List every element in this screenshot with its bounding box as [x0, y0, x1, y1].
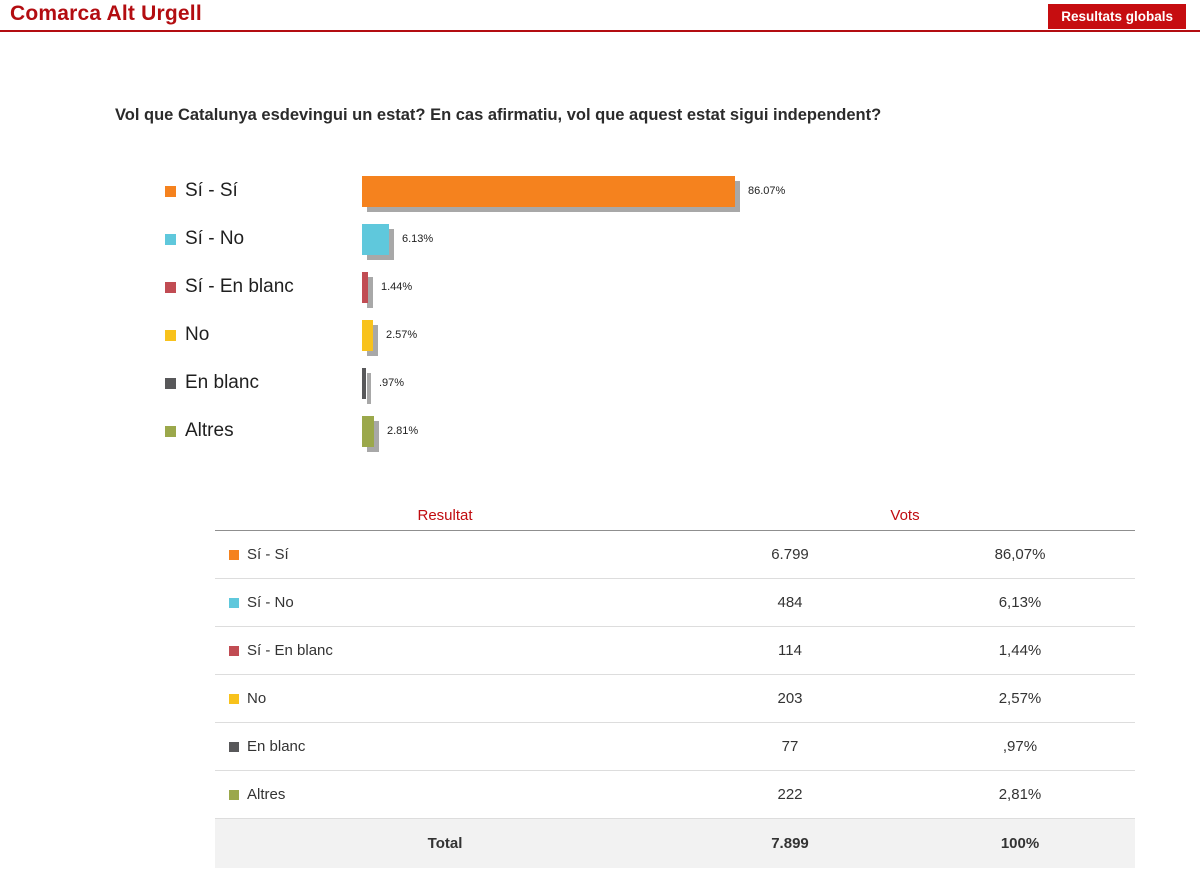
- total-votes-cell: 7.899: [771, 835, 809, 852]
- table-row: Sí - Sí 6.799 86,07%: [215, 531, 1135, 579]
- bar-value-label: 2.57%: [386, 329, 418, 341]
- results-table: Resultat Vots Sí - Sí 6.799 86,07% Sí - …: [215, 501, 1135, 868]
- legend-label: Altres: [185, 420, 234, 441]
- main-content: Vol que Catalunya esdevingui un estat? E…: [0, 106, 1200, 868]
- percent-cell: 1,44%: [998, 642, 1042, 659]
- column-header-vots: Vots: [890, 507, 920, 524]
- percent-cell: 6,13%: [998, 594, 1042, 611]
- bar: [362, 367, 366, 399]
- row-label: Sí - Sí: [247, 546, 289, 563]
- table-row: Sí - No 484 6,13%: [215, 579, 1135, 627]
- legend-swatch-icon: [165, 425, 176, 437]
- bar: [362, 223, 389, 255]
- bar-value-label: .97%: [379, 377, 405, 389]
- chart-row: En blanc .97%: [0, 359, 1200, 407]
- row-label: En blanc: [247, 738, 306, 755]
- result-cell: No: [215, 690, 675, 707]
- legend-swatch-icon: [165, 329, 176, 341]
- legend-item: Sí - En blanc: [165, 276, 362, 298]
- total-label-cell: Total: [427, 835, 463, 852]
- table-header-row: Resultat Vots: [215, 501, 1135, 531]
- row-swatch-icon: [229, 597, 239, 608]
- row-label: No: [247, 690, 267, 707]
- table-row: Altres 222 2,81%: [215, 771, 1135, 819]
- bar-zone: .97%: [362, 367, 405, 399]
- row-swatch-icon: [229, 789, 239, 800]
- bar: [362, 271, 368, 303]
- bar-value-label: 1.44%: [381, 281, 413, 293]
- legend-swatch-icon: [165, 233, 176, 245]
- legend-label: No: [185, 324, 210, 345]
- chart-row: Altres 2.81%: [0, 407, 1200, 455]
- row-swatch-icon: [229, 741, 239, 752]
- bar: [362, 175, 735, 207]
- bar-zone: 2.57%: [362, 319, 418, 351]
- legend-item: Sí - No: [165, 228, 362, 250]
- resultats-globals-button[interactable]: Resultats globals: [1048, 4, 1186, 29]
- bar-zone: 2.81%: [362, 415, 419, 447]
- votes-cell: 484: [777, 594, 803, 611]
- row-label: Sí - En blanc: [247, 642, 333, 659]
- legend-item: Altres: [165, 420, 362, 442]
- row-swatch-icon: [229, 549, 239, 560]
- percent-cell: 86,07%: [994, 546, 1046, 563]
- table-row: No 203 2,57%: [215, 675, 1135, 723]
- question-text: Vol que Catalunya esdevingui un estat? E…: [115, 106, 882, 124]
- percent-cell: 2,81%: [998, 786, 1042, 803]
- column-header-resultat: Resultat: [417, 507, 473, 524]
- bar-value-label: 6.13%: [402, 233, 434, 245]
- bar: [362, 319, 373, 351]
- table-total-row: Total 7.899 100%: [215, 819, 1135, 868]
- bar-zone: 86.07%: [362, 175, 786, 207]
- legend-label: Sí - No: [185, 228, 245, 249]
- header: Comarca Alt Urgell Resultats globals: [0, 0, 1200, 30]
- bar-zone: 1.44%: [362, 271, 413, 303]
- page-title: Comarca Alt Urgell: [10, 2, 202, 25]
- legend-item: Sí - Sí: [165, 180, 362, 202]
- legend-label: Sí - Sí: [185, 180, 238, 201]
- bar-value-label: 2.81%: [387, 425, 419, 437]
- row-swatch-icon: [229, 645, 239, 656]
- votes-cell: 222: [777, 786, 803, 803]
- row-label: Sí - No: [247, 594, 294, 611]
- result-cell: En blanc: [215, 738, 675, 755]
- bar: [362, 415, 374, 447]
- result-cell: Sí - En blanc: [215, 642, 675, 659]
- result-cell: Sí - No: [215, 594, 675, 611]
- legend-item: No: [165, 324, 362, 346]
- chart-row: Sí - Sí 86.07%: [0, 167, 1200, 215]
- table-row: En blanc 77 ,97%: [215, 723, 1135, 771]
- votes-cell: 77: [781, 738, 799, 755]
- bar-chart: Sí - Sí 86.07% Sí - No 6.13%: [0, 167, 1200, 455]
- chart-row: No 2.57%: [0, 311, 1200, 359]
- result-cell: Altres: [215, 786, 675, 803]
- chart-row: Sí - No 6.13%: [0, 215, 1200, 263]
- result-cell: Sí - Sí: [215, 546, 675, 563]
- percent-cell: ,97%: [1002, 738, 1038, 755]
- bar-value-label: 86.07%: [748, 185, 786, 197]
- total-percent-cell: 100%: [1000, 835, 1040, 852]
- row-label: Altres: [247, 786, 286, 803]
- votes-cell: 6.799: [771, 546, 809, 563]
- row-swatch-icon: [229, 693, 239, 704]
- bar-zone: 6.13%: [362, 223, 434, 255]
- table-row: Sí - En blanc 114 1,44%: [215, 627, 1135, 675]
- legend-swatch-icon: [165, 377, 176, 389]
- legend-label: En blanc: [185, 372, 259, 393]
- legend-item: En blanc: [165, 372, 362, 394]
- legend-swatch-icon: [165, 281, 176, 293]
- chart-row: Sí - En blanc 1.44%: [0, 263, 1200, 311]
- votes-cell: 203: [777, 690, 803, 707]
- percent-cell: 2,57%: [998, 690, 1042, 707]
- votes-cell: 114: [778, 642, 802, 659]
- legend-label: Sí - En blanc: [185, 276, 294, 297]
- header-divider: [0, 30, 1200, 32]
- legend-swatch-icon: [165, 185, 176, 197]
